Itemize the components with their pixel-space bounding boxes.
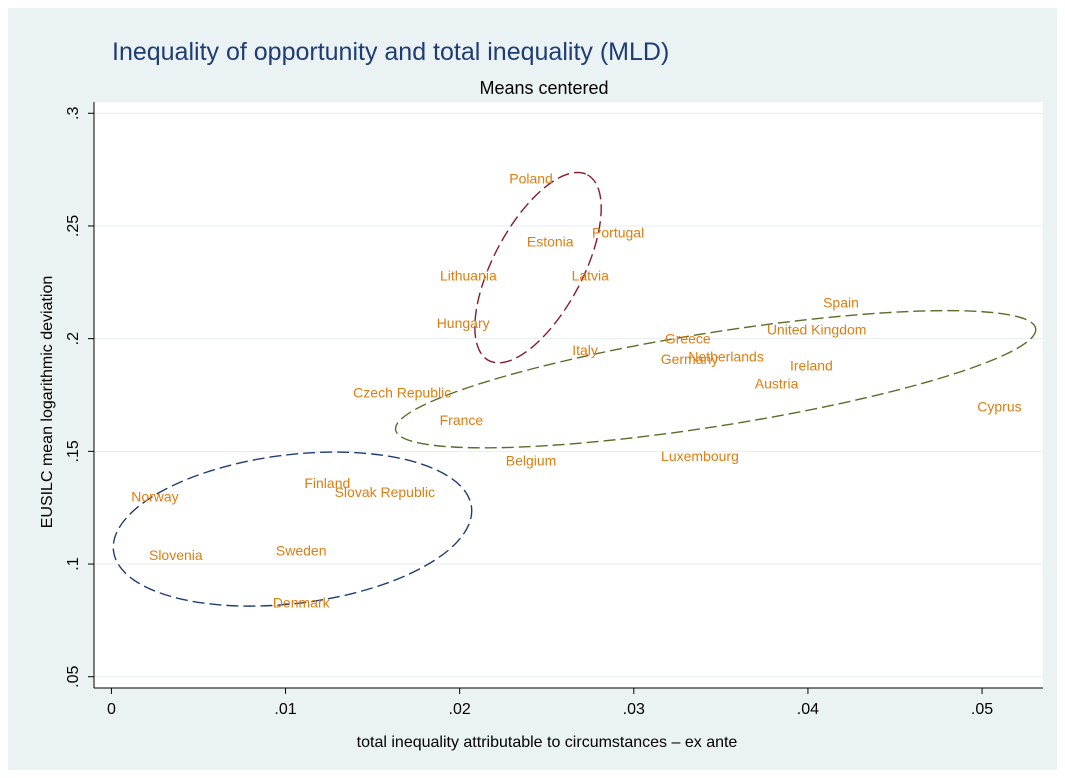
point-label: Slovenia	[149, 547, 203, 563]
point-label: Slovak Republic	[335, 484, 435, 500]
point-label: Latvia	[572, 268, 610, 284]
point-label: Lithuania	[440, 268, 497, 284]
chart-title: Inequality of opportunity and total ineq…	[112, 38, 669, 66]
point-label: Norway	[131, 488, 178, 504]
point-label: Estonia	[527, 234, 574, 250]
x-axis-label: total inequality attributable to circums…	[357, 734, 738, 751]
tick-labels: 0 .01 .02 .03 .04 .05 .05 .1 .15 .2 .25 .3	[65, 106, 993, 718]
x-tick-label: 0	[107, 701, 116, 718]
point-label: Hungary	[437, 315, 490, 331]
y-tick-label: .25	[65, 215, 82, 237]
y-tick-label: .2	[65, 332, 82, 345]
point-label: Portugal	[592, 225, 644, 241]
point-label: Czech Republic	[353, 385, 451, 401]
point-label: Germany	[661, 351, 719, 367]
axes	[88, 102, 1043, 694]
grid-lines	[94, 112, 1043, 678]
data-labels: Poland Estonia Portugal Lithuania Latvia Hung…	[131, 171, 1021, 611]
point-label: Austria	[755, 376, 799, 392]
point-label: United Kingdom	[767, 322, 867, 338]
y-axis-label: EUSILC mean logarithmic deviation	[39, 276, 56, 529]
x-tick-label: .03	[623, 701, 645, 718]
chart-frame: 0 .01 .02 .03 .04 .05 .05 .1 .15 .2 .25 .3 Poland Es…	[8, 8, 1057, 770]
y-tick-label: .05	[65, 666, 82, 688]
point-label: Cyprus	[977, 398, 1021, 414]
point-label: Italy	[572, 342, 598, 358]
x-tick-label: .02	[449, 701, 471, 718]
point-label: Luxembourg	[661, 448, 739, 464]
point-label: Denmark	[273, 594, 331, 610]
point-label: Finland	[304, 475, 350, 491]
scatter-chart: 0 .01 .02 .03 .04 .05 .05 .1 .15 .2 .25 .3 Poland Es…	[39, 38, 1043, 751]
y-tick-label: .3	[65, 106, 82, 119]
point-label: Ireland	[790, 358, 833, 374]
y-tick-label: .1	[65, 557, 82, 570]
point-label: France	[440, 412, 484, 428]
point-label: Poland	[509, 171, 553, 187]
x-tick-label: .01	[274, 701, 296, 718]
x-tick-label: .05	[971, 701, 993, 718]
point-label: Spain	[823, 295, 859, 311]
y-tick-label: .15	[65, 440, 82, 462]
cluster-ellipse	[112, 451, 473, 607]
chart-subtitle: Means centered	[479, 78, 608, 98]
plot-area	[94, 102, 1043, 688]
point-label: Netherlands	[688, 349, 764, 365]
x-tick-label: .04	[797, 701, 819, 718]
point-label: Sweden	[276, 543, 327, 559]
point-label: Belgium	[506, 452, 557, 468]
cluster-ellipse	[394, 309, 1037, 449]
point-label: Greece	[665, 331, 711, 347]
